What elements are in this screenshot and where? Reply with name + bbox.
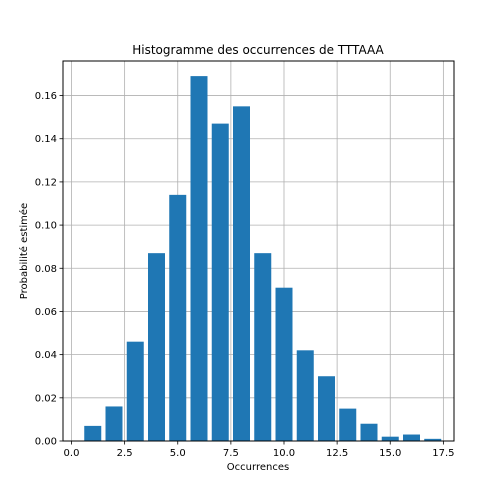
bar <box>254 253 272 441</box>
bar <box>318 376 335 441</box>
bar <box>381 436 399 441</box>
y-tick-label: 0.10 <box>35 221 57 232</box>
bar <box>105 406 123 441</box>
axes-frame <box>62 60 455 442</box>
y-tick-label: 0.14 <box>35 134 57 145</box>
y-axis-label: Probabilité estimée <box>18 203 30 299</box>
x-tick-label: 7.5 <box>223 448 239 459</box>
y-tick-label: 0.16 <box>35 91 57 102</box>
bar <box>84 425 102 441</box>
y-tick-label: 0.06 <box>35 307 57 318</box>
y-tick-label: 0.02 <box>35 393 57 404</box>
x-axis-label: Occurrences <box>227 462 289 473</box>
bar <box>190 76 208 441</box>
x-tick-label: 0.0 <box>64 448 80 459</box>
bar <box>126 341 144 441</box>
x-tick-label: 15.0 <box>379 448 401 459</box>
bar <box>233 106 250 441</box>
bar <box>424 438 442 441</box>
y-tick-label: 0.00 <box>35 437 57 448</box>
bar <box>360 423 378 441</box>
bar <box>296 350 314 441</box>
bars <box>84 76 442 441</box>
y-tick-label: 0.12 <box>35 177 57 188</box>
x-tick-label: 17.5 <box>432 448 454 459</box>
y-tick-label: 0.08 <box>35 264 57 275</box>
y-tick-label: 0.04 <box>35 350 57 361</box>
plot-frame <box>62 60 455 442</box>
x-axis-ticks: 0.0 2.5 5.0 7.5 10.0 12.5 15.0 17.5 <box>64 441 455 459</box>
bar <box>169 194 187 441</box>
y-axis-ticks: 0.00 0.02 0.04 0.06 0.08 0.10 0.12 0.14 0.16 <box>35 91 63 448</box>
x-tick-label: 10.0 <box>273 448 295 459</box>
bar <box>403 434 420 441</box>
chart-title: Histogramme des occurrences de TTTAAA <box>132 43 384 57</box>
bar <box>275 287 293 441</box>
x-tick-label: 12.5 <box>326 448 348 459</box>
x-tick-label: 5.0 <box>170 448 186 459</box>
bar <box>211 123 229 441</box>
bar <box>148 253 165 441</box>
x-tick-label: 2.5 <box>117 448 133 459</box>
bar <box>339 408 357 441</box>
